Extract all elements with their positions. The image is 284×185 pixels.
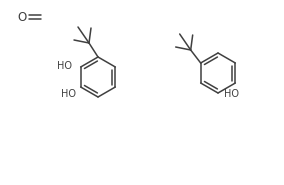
Text: HO: HO xyxy=(224,89,239,99)
Text: HO: HO xyxy=(57,61,72,71)
Text: HO: HO xyxy=(61,89,76,99)
Text: O: O xyxy=(17,11,27,23)
